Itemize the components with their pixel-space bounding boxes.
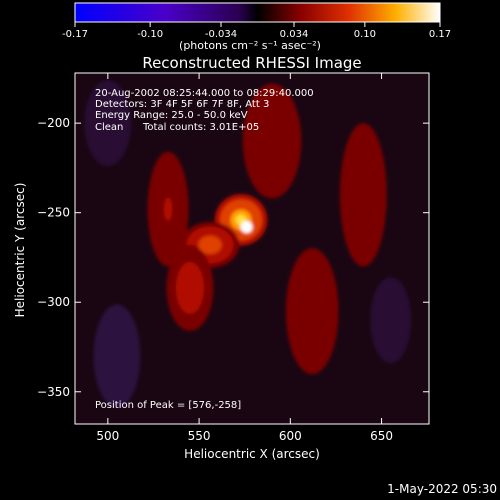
y-axis-label: Heliocentric Y (arcsec)	[13, 183, 27, 318]
heatmap-negative-source	[370, 277, 412, 364]
x-tick-label: 500	[96, 429, 119, 443]
info-detectors: Detectors: 3F 4F 5F 6F 7F 8F, Att 3	[95, 99, 269, 110]
heatmap-source	[266, 129, 278, 153]
colorbar-tick-label: 0.034	[280, 29, 309, 40]
heatmap-negative-source	[93, 304, 141, 408]
heatmap-negative-source	[84, 80, 132, 167]
info-method: Clean	[95, 122, 123, 133]
colorbar-tick-label: 0.10	[354, 29, 376, 40]
heatmap-source	[185, 279, 195, 297]
y-tick-label: −300	[37, 295, 70, 309]
colorbar-tick-label: 0.17	[429, 29, 451, 40]
colorbar-units: (photons cm⁻² s⁻¹ asec⁻²)	[179, 39, 321, 52]
y-tick-label: −200	[37, 116, 70, 130]
heatmap-source	[306, 298, 318, 324]
info-total-counts: Total counts: 3.01E+05	[142, 122, 259, 133]
axis-ticks: 500 550 600 650 −200 −250 −300 −350	[37, 73, 429, 443]
peak-position-label: Position of Peak = [576,-258]	[95, 400, 241, 411]
heatmap-source	[358, 180, 368, 210]
info-energy-range: Energy Range: 25.0 - 50.0 keV	[95, 110, 248, 121]
heatmap	[75, 73, 429, 424]
info-time-range: 20-Aug-2002 08:25:44.000 to 08:29:40.000	[95, 88, 314, 99]
y-tick-label: −250	[37, 206, 70, 220]
colorbar: -0.17 -0.10 -0.034 0.034 0.10 0.17 (photons c…	[62, 2, 451, 52]
heatmap-peak	[240, 221, 253, 234]
colorbar-tick-label: -0.10	[137, 29, 163, 40]
chart-title: Reconstructed RHESSI Image	[142, 54, 361, 72]
colorbar-gradient	[74, 2, 441, 23]
colorbar-tick-label: -0.034	[205, 29, 237, 40]
info-block: 20-Aug-2002 08:25:44.000 to 08:29:40.000…	[95, 88, 314, 133]
x-tick-label: 550	[188, 429, 211, 443]
x-axis-label: Heliocentric X (arcsec)	[184, 447, 320, 461]
y-tick-label: −350	[37, 385, 70, 399]
x-tick-label: 600	[279, 429, 302, 443]
timestamp: 1-May-2022 05:30	[387, 482, 497, 496]
colorbar-ticks: -0.17 -0.10 -0.034 0.034 0.10 0.17	[62, 22, 451, 40]
heatmap-source	[163, 197, 173, 221]
plot-frame	[74, 72, 430, 425]
colorbar-tick-label: -0.17	[62, 29, 88, 40]
x-tick-label: 650	[370, 429, 393, 443]
heatmap-source	[204, 240, 216, 250]
